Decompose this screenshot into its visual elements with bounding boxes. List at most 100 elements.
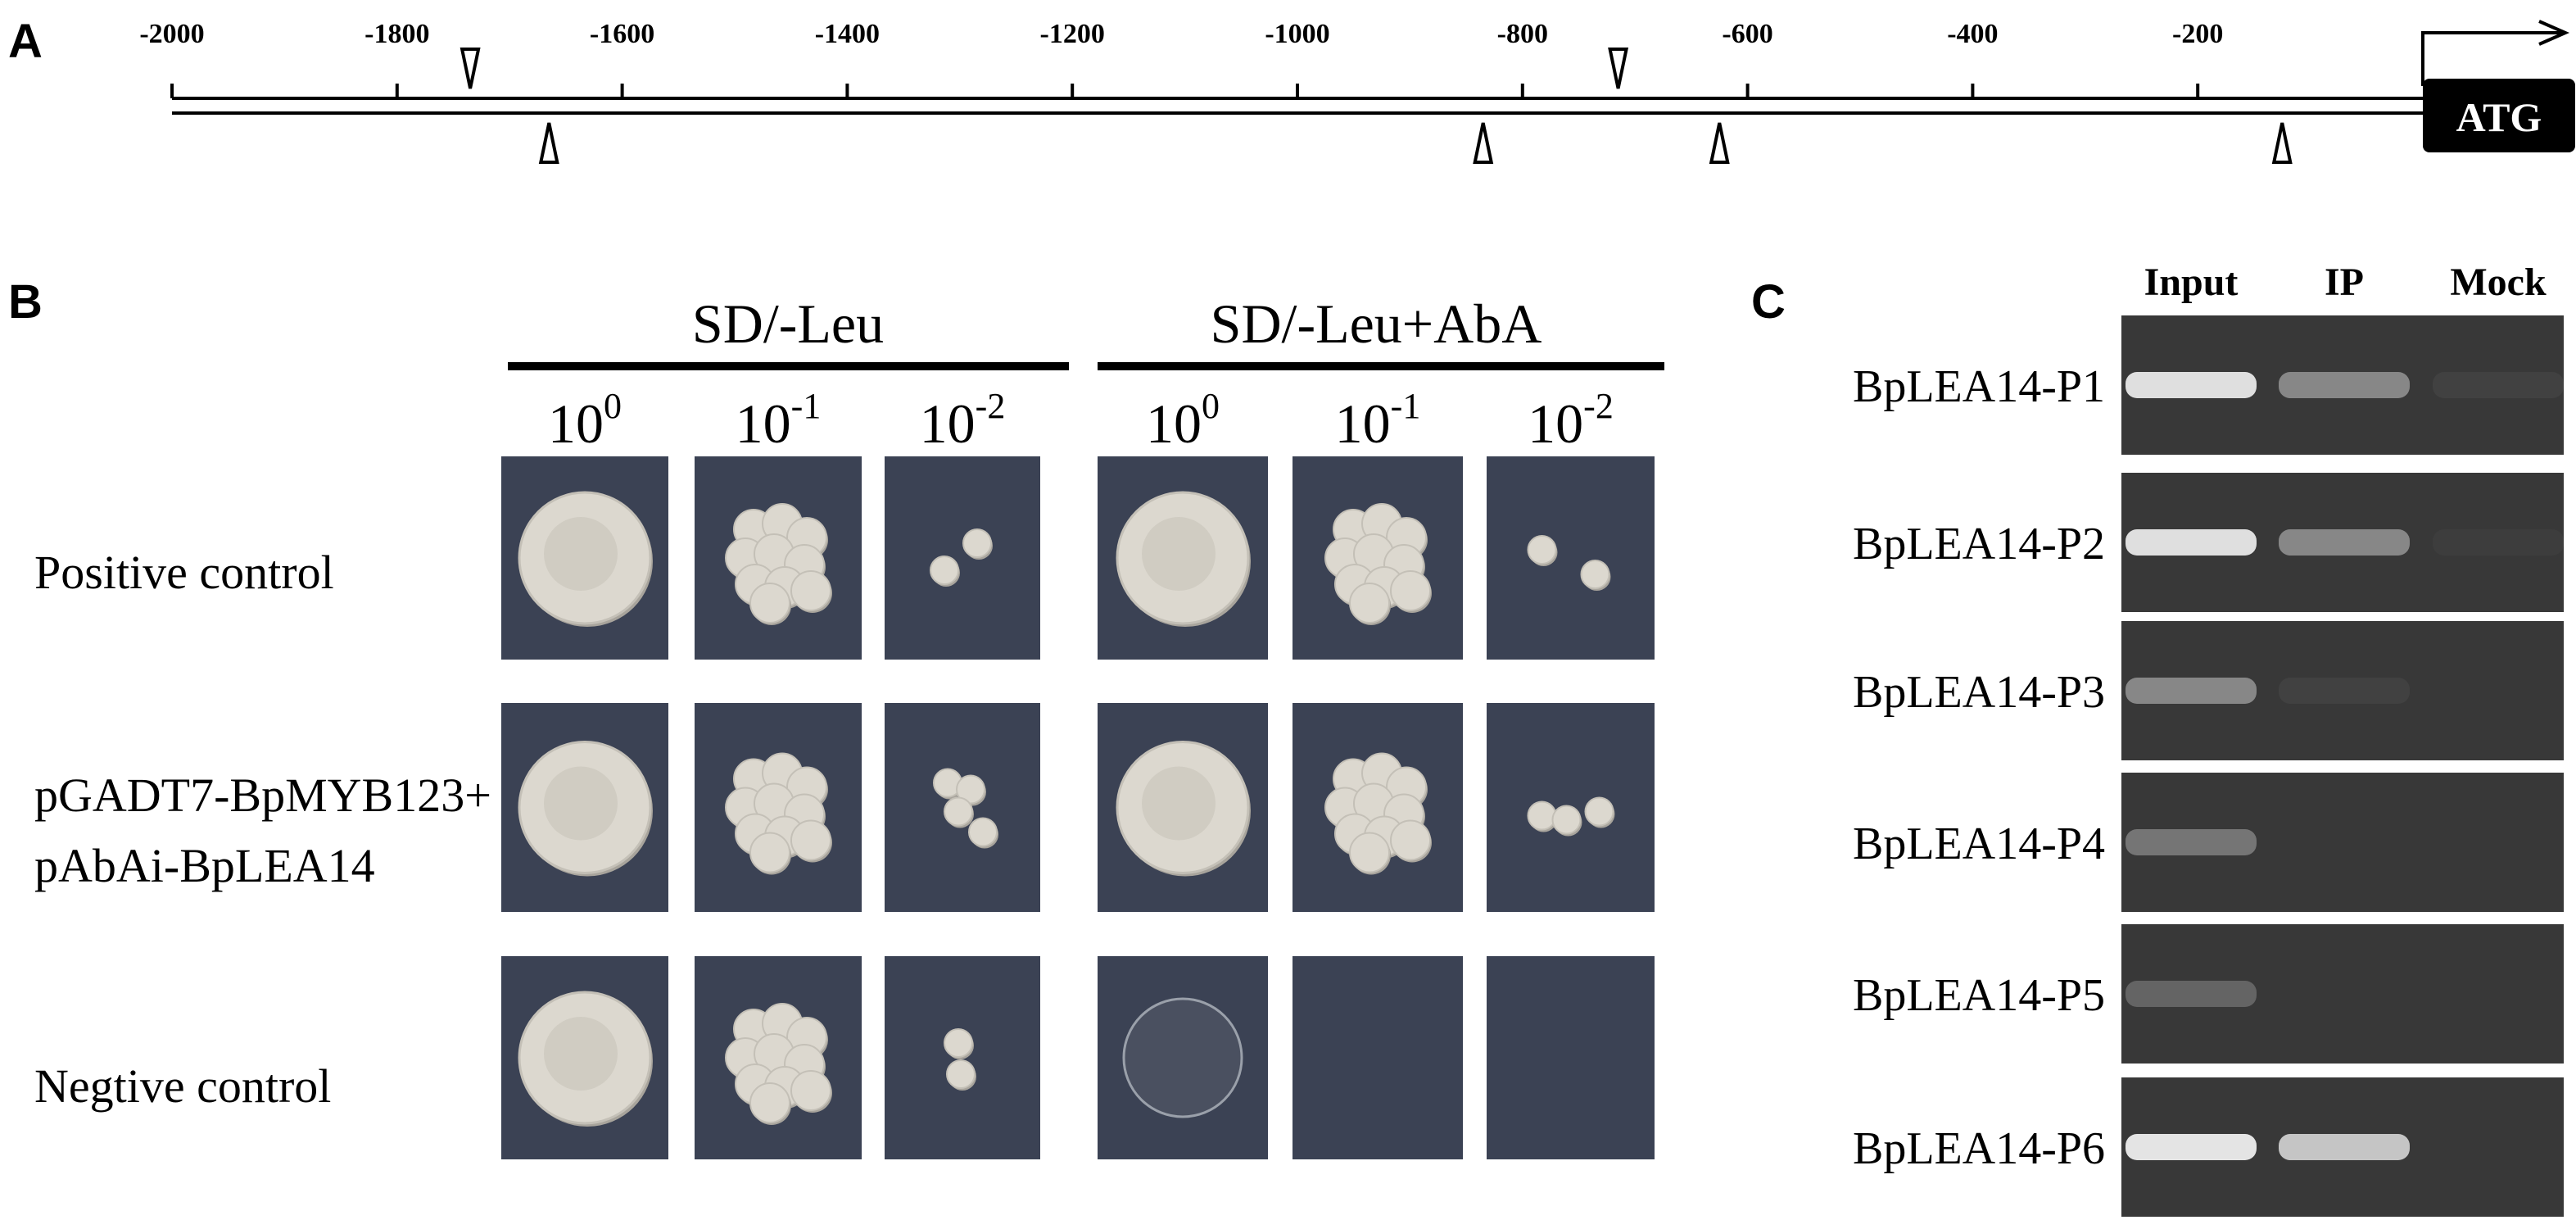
gel-band bbox=[2126, 1134, 2257, 1160]
gel-band bbox=[2126, 372, 2257, 398]
plate-background bbox=[1487, 956, 1655, 1159]
dilution-base: 10 bbox=[736, 392, 791, 455]
row-labels: Positive control pGADT7-BpMYB123+ pAbAi-Bp… bbox=[34, 546, 491, 1113]
dilution-exponent: -2 bbox=[1583, 386, 1614, 426]
colony-texture bbox=[544, 517, 618, 591]
gel-row-label: BpLEA14-P6 bbox=[1853, 1123, 2105, 1174]
gel-rows: BpLEA14-P1 BpLEA14-P2 BpLEA14-P3 BpLEA14-P4… bbox=[1853, 315, 2564, 1217]
gel-row-label: BpLEA14-P1 bbox=[1853, 361, 2105, 412]
gel-band bbox=[2126, 529, 2257, 556]
medium-label-sd-leu-aba: SD/-Leu+AbA bbox=[1211, 293, 1542, 355]
colony bbox=[749, 583, 790, 624]
plate-cell bbox=[1293, 456, 1463, 660]
plate-cell bbox=[1293, 956, 1463, 1159]
dilution-labels: 100 10-1 10-2 100 10-1 10-2 bbox=[548, 386, 1614, 455]
tick-label: -1800 bbox=[364, 19, 429, 49]
colony bbox=[790, 819, 831, 861]
gel-band bbox=[2126, 981, 2257, 1007]
tick-label: -2000 bbox=[139, 19, 204, 49]
tick-label: -1600 bbox=[590, 19, 654, 49]
dilution-base: 10 bbox=[1528, 392, 1583, 455]
tss-arrow-line bbox=[2421, 31, 2562, 86]
gel-row: BpLEA14-P6 bbox=[1853, 1077, 2564, 1217]
tick-labels: -2000 -1800 -1600 -1400 -1200 -1000 -800 -600 -4… bbox=[139, 19, 2223, 98]
gel-column-header: Input bbox=[2144, 261, 2239, 304]
dilution-exponent: 0 bbox=[1202, 386, 1220, 426]
plate-cell bbox=[695, 456, 862, 660]
gel-row: BpLEA14-P3 bbox=[1853, 621, 2564, 760]
colony bbox=[946, 1059, 976, 1089]
plate-cell bbox=[885, 956, 1040, 1159]
gel-band bbox=[2279, 372, 2410, 398]
tick-label: -800 bbox=[1497, 19, 1548, 49]
plate-cell bbox=[885, 456, 1040, 660]
panel-b-label: B bbox=[8, 275, 43, 329]
gel-column-header: IP bbox=[2325, 261, 2364, 304]
plate-cell bbox=[1098, 703, 1268, 912]
dilution-exponent: -2 bbox=[976, 386, 1006, 426]
colony bbox=[790, 1070, 831, 1111]
medium-label-sd-leu: SD/-Leu bbox=[692, 293, 884, 355]
colony-faint bbox=[1122, 997, 1243, 1118]
colony-texture bbox=[1142, 517, 1216, 591]
dilution-base: 10 bbox=[1146, 392, 1202, 455]
gel-column-header: Mock bbox=[2450, 261, 2547, 304]
gel-band bbox=[2126, 678, 2257, 704]
colony bbox=[749, 832, 790, 873]
plate-cell bbox=[501, 956, 668, 1159]
plate-background bbox=[1487, 456, 1655, 660]
colony bbox=[968, 817, 998, 847]
colony bbox=[790, 570, 831, 611]
colony bbox=[930, 556, 959, 585]
row-label: Positive control bbox=[34, 546, 334, 599]
dilution-base: 10 bbox=[920, 392, 976, 455]
plate-cell bbox=[1487, 956, 1655, 1159]
gel-row-label: BpLEA14-P5 bbox=[1853, 970, 2105, 1021]
colony bbox=[1584, 796, 1614, 827]
plate-cell bbox=[1487, 703, 1655, 912]
dilution-exponent: -1 bbox=[1391, 386, 1421, 426]
colony bbox=[1390, 570, 1431, 611]
panel-a-label: A bbox=[8, 15, 43, 68]
tss-arrow-head-icon bbox=[2538, 20, 2569, 46]
binding-site-bottom-marker bbox=[538, 122, 559, 164]
binding-site-bottom-marker bbox=[2271, 122, 2293, 164]
colony bbox=[1390, 819, 1431, 861]
gel-column-headers: Input IP Mock bbox=[2144, 261, 2547, 304]
gel-band bbox=[2279, 1134, 2410, 1160]
gel-row-label: BpLEA14-P3 bbox=[1853, 667, 2105, 718]
plate-background bbox=[885, 456, 1040, 660]
plate-background bbox=[1293, 956, 1463, 1159]
colony bbox=[956, 774, 985, 805]
gel-row-label: BpLEA14-P4 bbox=[1853, 819, 2105, 869]
gel-band bbox=[2433, 529, 2564, 556]
plate-cell bbox=[501, 703, 668, 912]
gel-image bbox=[2121, 621, 2564, 760]
dilution-label: 10-1 bbox=[736, 386, 822, 455]
colony bbox=[1527, 535, 1557, 565]
tick-label: -1200 bbox=[1040, 19, 1105, 49]
colony-texture bbox=[1142, 766, 1216, 841]
gel-row: BpLEA14-P4 bbox=[1853, 773, 2564, 912]
dilution-exponent: 0 bbox=[604, 386, 622, 426]
plate-cell bbox=[695, 956, 862, 1159]
gel-band bbox=[2433, 372, 2564, 398]
panel-c-chip-pcr: C Input IP Mock BpLEA14-P1BpLEA14-P2BpLEA1… bbox=[1751, 261, 2564, 1217]
gel-row: BpLEA14-P2 bbox=[1853, 473, 2564, 612]
gel-image bbox=[2121, 773, 2564, 912]
panel-c-label: C bbox=[1751, 275, 1786, 329]
tick-label: -1000 bbox=[1265, 19, 1329, 49]
plate-cell bbox=[1098, 956, 1268, 1159]
dilution-label: 10-2 bbox=[1528, 386, 1614, 455]
colony bbox=[1349, 832, 1390, 873]
gel-band bbox=[2126, 829, 2257, 855]
dilution-label: 100 bbox=[1146, 386, 1220, 455]
panel-a-promoter-map: A -2000 -1800 -1600 -1400 -1200 -1000 -800 -600… bbox=[8, 15, 2575, 164]
gel-row-label: BpLEA14-P2 bbox=[1853, 519, 2105, 569]
dilution-label: 100 bbox=[548, 386, 622, 455]
colony bbox=[944, 1028, 973, 1058]
dilution-label: 10-1 bbox=[1335, 386, 1421, 455]
row-label: pGADT7-BpMYB123+ bbox=[34, 769, 491, 822]
colony bbox=[1551, 805, 1582, 835]
